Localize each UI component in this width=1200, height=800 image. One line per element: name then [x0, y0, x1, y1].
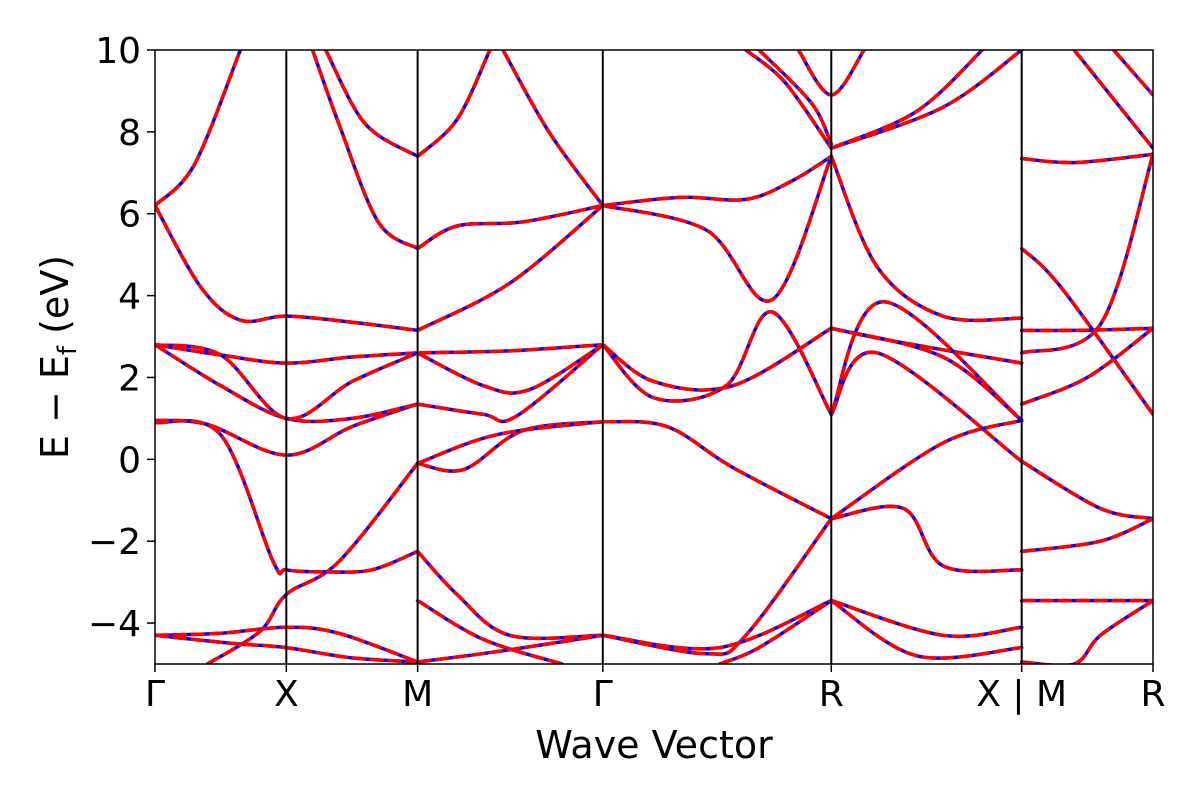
band-fit-line-11 — [324, 50, 419, 158]
band-fit-line-3 — [155, 419, 419, 576]
band-fit-line-21 — [416, 550, 603, 641]
band-fit-line-28 — [602, 155, 833, 303]
band-fit-line-43 — [829, 155, 1022, 323]
band-line-39 — [829, 504, 1024, 574]
band-fit-line-45 — [830, 50, 984, 150]
band-line-33 — [744, 50, 834, 150]
band-fit-line-38 — [830, 326, 1023, 422]
band-fit-line-17 — [416, 204, 604, 332]
band-line-13 — [415, 419, 605, 466]
y-axis: −4 −2 0 2 4 6 8 10 — [88, 31, 155, 645]
x-tick-label: M — [402, 674, 433, 715]
band-fit-line-50 — [1021, 326, 1153, 406]
band-fit-line-14 — [417, 343, 604, 424]
y-tick-label: 10 — [95, 31, 141, 72]
band-fit-line-29 — [602, 517, 833, 656]
y-axis-title: E − Ef (eV) — [33, 255, 83, 459]
band-fit-line-47 — [1020, 247, 1153, 416]
band-fit-line-15 — [416, 343, 604, 395]
y-tick-label: 4 — [118, 277, 141, 318]
band-fit-line-27 — [602, 154, 833, 208]
band-line-26 — [601, 326, 834, 392]
band-line-40 — [829, 418, 1024, 521]
band-fit-line-24 — [602, 419, 833, 521]
bands-layer — [155, 50, 1153, 664]
band-fit-line-26 — [601, 326, 833, 392]
band-fit-line-42 — [830, 598, 1022, 639]
band-line-38 — [829, 326, 1024, 423]
band-fit-line-7 — [155, 342, 419, 421]
band-line-19 — [415, 50, 492, 159]
x-axis-title: Wave Vector — [535, 723, 773, 767]
band-fit-line-22 — [416, 599, 563, 664]
band-fit-line-10 — [310, 50, 419, 251]
band-fit-line-33 — [744, 50, 833, 150]
band-line-44 — [829, 50, 1024, 150]
x-tick-label: Γ — [593, 674, 613, 715]
band-fit-line-55 — [1072, 50, 1153, 150]
band-fit-line-39 — [830, 504, 1022, 574]
band-fit-line-51 — [1020, 459, 1153, 521]
high-symmetry-lines — [285, 50, 1023, 664]
band-fit-line-41 — [830, 599, 1022, 660]
band-line-9 — [155, 50, 243, 208]
band-fit-line-31 — [719, 599, 833, 664]
band-fit-line-35 — [829, 350, 1023, 463]
band-line-51 — [1019, 459, 1153, 521]
band-fit-line-37 — [830, 326, 1022, 365]
y-axis-title-subscript: f — [53, 345, 83, 355]
band-fit-line-40 — [830, 418, 1023, 521]
band-line-21 — [415, 549, 605, 641]
band-fit-line-30 — [602, 598, 832, 651]
band-fit-line-12 — [417, 419, 603, 473]
band-line-11 — [323, 50, 420, 159]
band-line-54 — [1019, 598, 1153, 664]
y-tick-label: 8 — [118, 113, 141, 154]
y-tick-label: −4 — [88, 604, 141, 645]
band-fit-line-44 — [830, 50, 1023, 150]
band-line-43 — [829, 154, 1024, 323]
band-fit-line-54 — [1021, 599, 1153, 664]
band-fit-line-25 — [601, 310, 833, 416]
band-line-20 — [501, 50, 605, 208]
x-tick-label: X | M — [976, 674, 1067, 715]
band-fit-line-20 — [501, 50, 605, 207]
band-line-12 — [415, 419, 605, 473]
band-fit-line-48 — [1021, 326, 1153, 333]
band-fit-line-13 — [417, 419, 604, 466]
y-tick-label: 6 — [118, 195, 141, 236]
band-line-24 — [601, 419, 834, 521]
band-line-35 — [829, 350, 1024, 464]
band-fit-line-19 — [416, 50, 492, 158]
band-fit-line-46 — [1021, 152, 1153, 165]
band-line-52 — [1019, 516, 1153, 554]
band-line-22 — [415, 598, 564, 664]
band-fit-line-16 — [417, 342, 603, 355]
band-fit-line-9 — [155, 50, 243, 207]
band-fit-line-49 — [1021, 153, 1153, 355]
band-fit-line-36 — [829, 299, 1023, 422]
band-line-29 — [601, 516, 834, 656]
band-fit-line-18 — [416, 203, 604, 251]
band-fit-line-23 — [417, 633, 604, 664]
x-tick-label: R — [1140, 674, 1165, 715]
y-axis-title-unit: (eV) — [33, 255, 77, 346]
band-fit-line-34 — [757, 50, 833, 145]
band-line-25 — [601, 310, 834, 417]
y-tick-label: −2 — [88, 522, 141, 563]
y-tick-label: 2 — [118, 358, 141, 399]
x-axis: Γ X M Γ R X | M R — [145, 664, 1166, 715]
band-fit-line-8 — [155, 204, 418, 333]
x-tick-label: R — [819, 674, 844, 715]
x-tick-label: X — [274, 674, 299, 715]
band-fit-line-52 — [1021, 517, 1153, 554]
band-fit-line-2 — [206, 462, 419, 664]
plot-frame — [154, 49, 1154, 665]
x-tick-label: Γ — [145, 674, 165, 715]
band-fit-line-56 — [1112, 50, 1153, 97]
y-tick-label: 0 — [118, 440, 141, 481]
